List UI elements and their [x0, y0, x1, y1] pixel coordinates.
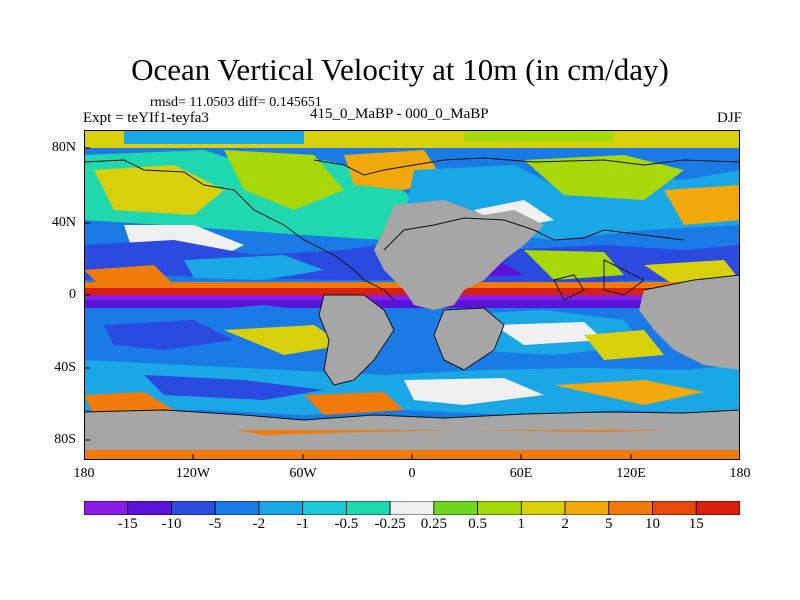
- south-america-land: [319, 295, 394, 385]
- lon-tick-label: 120W: [175, 466, 211, 481]
- colorbar-label: 15: [688, 516, 704, 532]
- colorbar-swatch: [302, 501, 347, 515]
- field-patch: [94, 165, 224, 215]
- colorbar-swatch: [345, 501, 391, 515]
- lat-tick-label: 40S: [54, 360, 76, 375]
- colorbar-swatch: [608, 501, 653, 515]
- lat-tick-label: 0: [69, 287, 76, 302]
- colorbar-swatch: [389, 501, 435, 515]
- field-patch: [404, 378, 544, 405]
- lon-tick-label: 60W: [289, 466, 317, 481]
- field-patch: [304, 392, 404, 415]
- experiment-label: Expt = teYIf1-teyfa3: [83, 110, 209, 126]
- colorbar-label: 5: [605, 516, 613, 532]
- colorbar-swatch: [127, 501, 172, 515]
- colorbar-label: 10: [645, 516, 660, 532]
- field-patch: [524, 155, 684, 200]
- season-label: DJF: [716, 110, 742, 126]
- field-patch: [84, 300, 740, 308]
- colorbar-label: -0.25: [374, 516, 406, 532]
- colorbar-swatch: [477, 501, 522, 515]
- field-patch: [524, 250, 624, 280]
- colorbar-label: 0.5: [468, 516, 487, 532]
- difference-case-label: 415_0_MaBP - 000_0_MaBP: [310, 106, 489, 122]
- plot-title: Ocean Vertical Velocity at 10m (in cm/da…: [131, 52, 669, 87]
- stats-text: rmsd= 11.0503 diff= 0.145651: [150, 95, 322, 110]
- lat-tick-label: 80S: [54, 432, 76, 447]
- colorbar: [84, 501, 740, 515]
- field-patch: [464, 130, 614, 142]
- field-patch: [84, 392, 174, 415]
- antarctica-land: [84, 426, 740, 450]
- lon-tick-label: 120E: [616, 466, 646, 481]
- lon-tick-label: 180: [729, 466, 751, 481]
- lon-tick-label: 180: [73, 466, 95, 481]
- field-patch: [124, 130, 304, 144]
- lat-tick-label: 80N: [51, 140, 76, 155]
- colorbar-swatch: [258, 501, 304, 515]
- colorbar-swatch: [171, 501, 216, 515]
- field-patch: [664, 185, 740, 225]
- lon-tick-label: 0: [408, 466, 416, 481]
- colorbar-swatch: [695, 501, 740, 515]
- axis-ticks: [84, 147, 632, 460]
- field-patch: [184, 255, 324, 280]
- colorbar-label: 2: [561, 516, 569, 532]
- colorbar-swatch: [214, 501, 260, 515]
- colorbar-swatch: [520, 501, 566, 515]
- lat-tick-label: 40N: [51, 215, 76, 230]
- colorbar-label: 1: [517, 516, 526, 532]
- field-patch: [584, 330, 664, 360]
- australia-land: [639, 275, 740, 370]
- colorbar-swatch: [652, 501, 697, 515]
- field-patch: [104, 320, 234, 350]
- colorbar-label: -5: [208, 516, 222, 532]
- colorbar-label: 0.25: [420, 516, 448, 532]
- colorbar-label: -10: [161, 516, 182, 532]
- field-patch: [224, 325, 344, 355]
- ocean-velocity-map: [84, 130, 740, 460]
- field-patch: [494, 322, 604, 345]
- field-patch: [554, 380, 704, 405]
- colorbar-label: -0.5: [334, 516, 359, 532]
- colorbar-swatch: [433, 501, 478, 515]
- colorbar-swatch: [564, 501, 610, 515]
- field-patch: [224, 150, 344, 210]
- coastlines: [84, 157, 740, 421]
- colorbar-label: -15: [117, 516, 138, 532]
- colorbar-label: -1: [296, 516, 309, 532]
- lon-tick-label: 60E: [509, 466, 533, 481]
- colorbar-label: -2: [252, 516, 266, 532]
- field-patch: [144, 375, 324, 400]
- colorbar-swatch: [84, 501, 129, 515]
